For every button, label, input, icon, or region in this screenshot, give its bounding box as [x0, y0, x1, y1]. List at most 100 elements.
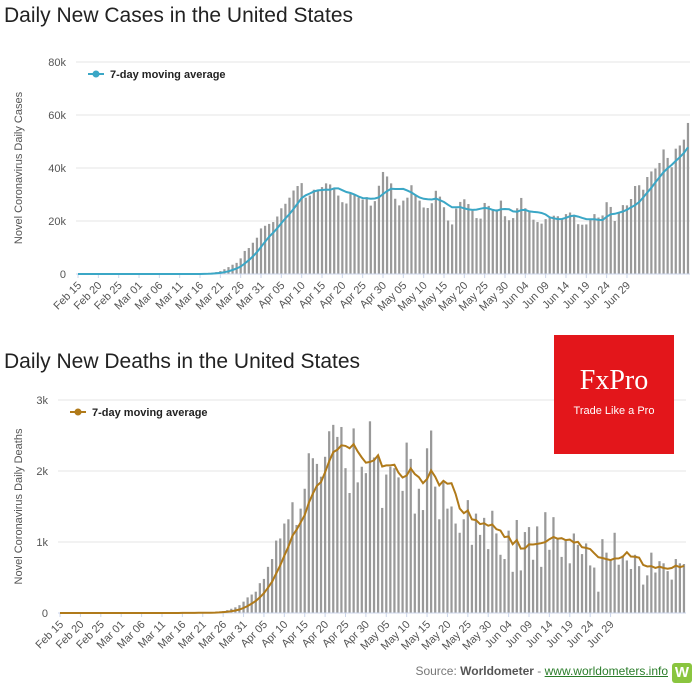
deaths-bar[interactable] [670, 579, 673, 613]
cases-legend-label[interactable]: 7-day moving average [110, 69, 226, 81]
deaths-bar[interactable] [303, 488, 306, 613]
cases-bar[interactable] [459, 201, 462, 274]
deaths-bar[interactable] [372, 457, 376, 613]
deaths-bar[interactable] [401, 490, 404, 613]
cases-bar[interactable] [446, 220, 450, 274]
cases-bar[interactable] [638, 185, 641, 274]
cases-bar[interactable] [284, 203, 287, 274]
deaths-bar[interactable] [633, 554, 637, 613]
deaths-bar[interactable] [262, 578, 266, 613]
deaths-bar[interactable] [650, 552, 653, 613]
deaths-bar[interactable] [381, 507, 384, 613]
cases-bar[interactable] [390, 183, 393, 274]
deaths-bar[interactable] [548, 549, 551, 613]
cases-bar[interactable] [377, 185, 381, 274]
deaths-bar[interactable] [576, 544, 580, 613]
cases-bar[interactable] [503, 216, 507, 274]
cases-bar[interactable] [471, 210, 474, 274]
cases-bar[interactable] [300, 183, 303, 274]
deaths-bar[interactable] [287, 519, 290, 613]
cases-bar[interactable] [316, 190, 320, 274]
deaths-bar[interactable] [446, 508, 449, 613]
deaths-bar[interactable] [421, 510, 425, 613]
cases-bar[interactable] [268, 223, 271, 274]
cases-bar[interactable] [263, 225, 267, 274]
cases-bar[interactable] [524, 208, 527, 274]
deaths-bar[interactable] [397, 477, 400, 613]
cases-bar[interactable] [304, 197, 307, 274]
deaths-bar[interactable] [527, 527, 531, 613]
deaths-bar[interactable] [291, 502, 294, 613]
cases-bar[interactable] [495, 209, 498, 274]
deaths-bar[interactable] [307, 453, 310, 613]
cases-bar[interactable] [609, 206, 612, 274]
deaths-bar[interactable] [368, 421, 372, 613]
deaths-bar[interactable] [642, 584, 645, 613]
deaths-bar[interactable] [344, 468, 347, 613]
deaths-bar[interactable] [519, 570, 522, 613]
cases-bar[interactable] [292, 190, 295, 274]
cases-bar[interactable] [276, 216, 279, 274]
deaths-bar[interactable] [352, 428, 355, 613]
cases-bar[interactable] [361, 199, 364, 274]
cases-bar[interactable] [329, 184, 332, 274]
cases-bar[interactable] [577, 224, 580, 274]
deaths-moving-average-line[interactable] [60, 442, 685, 614]
cases-bar[interactable] [341, 202, 344, 274]
cases-bar[interactable] [564, 214, 568, 274]
cases-bar[interactable] [414, 194, 417, 275]
cases-bar[interactable] [259, 228, 263, 274]
deaths-bar[interactable] [637, 566, 641, 613]
fxpro-ad-banner[interactable]: FxPro Trade Like a Pro [554, 335, 674, 454]
deaths-bar[interactable] [254, 591, 257, 613]
deaths-bar[interactable] [682, 564, 686, 613]
cases-bar[interactable] [666, 157, 669, 274]
deaths-bar[interactable] [438, 519, 441, 613]
deaths-bar[interactable] [409, 458, 412, 613]
deaths-bar[interactable] [389, 466, 392, 613]
deaths-bar[interactable] [332, 424, 335, 613]
cases-bar[interactable] [426, 208, 429, 274]
deaths-bar[interactable] [483, 517, 486, 613]
deaths-bar[interactable] [593, 567, 596, 613]
deaths-bar[interactable] [478, 534, 482, 613]
deaths-bar[interactable] [295, 524, 298, 613]
cases-bar[interactable] [483, 202, 486, 274]
cases-bar[interactable] [288, 197, 291, 274]
cases-bar[interactable] [434, 190, 437, 274]
deaths-bar[interactable] [531, 559, 535, 613]
deaths-bar[interactable] [270, 559, 274, 613]
deaths-bar[interactable] [299, 508, 302, 613]
deaths-bar[interactable] [336, 436, 339, 613]
deaths-bar[interactable] [356, 482, 359, 613]
deaths-bar[interactable] [328, 431, 331, 613]
cases-bar[interactable] [556, 216, 559, 274]
deaths-bar[interactable] [666, 571, 669, 613]
cases-bar[interactable] [442, 207, 446, 274]
cases-bar[interactable] [512, 218, 515, 274]
cases-bar[interactable] [251, 242, 254, 274]
cases-bar[interactable] [568, 212, 572, 274]
cases-bar[interactable] [670, 167, 673, 274]
deaths-bar[interactable] [568, 563, 571, 613]
worldometer-logo-icon[interactable]: W [672, 663, 692, 683]
deaths-bar[interactable] [503, 559, 506, 613]
deaths-bar[interactable] [434, 486, 437, 613]
cases-bar[interactable] [353, 194, 356, 274]
cases-bar[interactable] [255, 237, 259, 274]
cases-bar[interactable] [418, 200, 421, 274]
deaths-bar[interactable] [597, 591, 600, 613]
deaths-bar[interactable] [430, 430, 433, 613]
cases-bar[interactable] [373, 201, 376, 274]
cases-bar[interactable] [589, 219, 592, 274]
cases-bar[interactable] [507, 220, 511, 274]
deaths-bar[interactable] [564, 539, 567, 613]
cases-bar[interactable] [308, 195, 311, 274]
cases-bar[interactable] [662, 149, 665, 274]
cases-bar[interactable] [394, 198, 397, 274]
deaths-bar[interactable] [348, 493, 351, 613]
cases-bar[interactable] [682, 139, 686, 274]
deaths-bar[interactable] [629, 568, 633, 613]
cases-bar[interactable] [532, 219, 535, 274]
deaths-bar[interactable] [678, 563, 682, 613]
